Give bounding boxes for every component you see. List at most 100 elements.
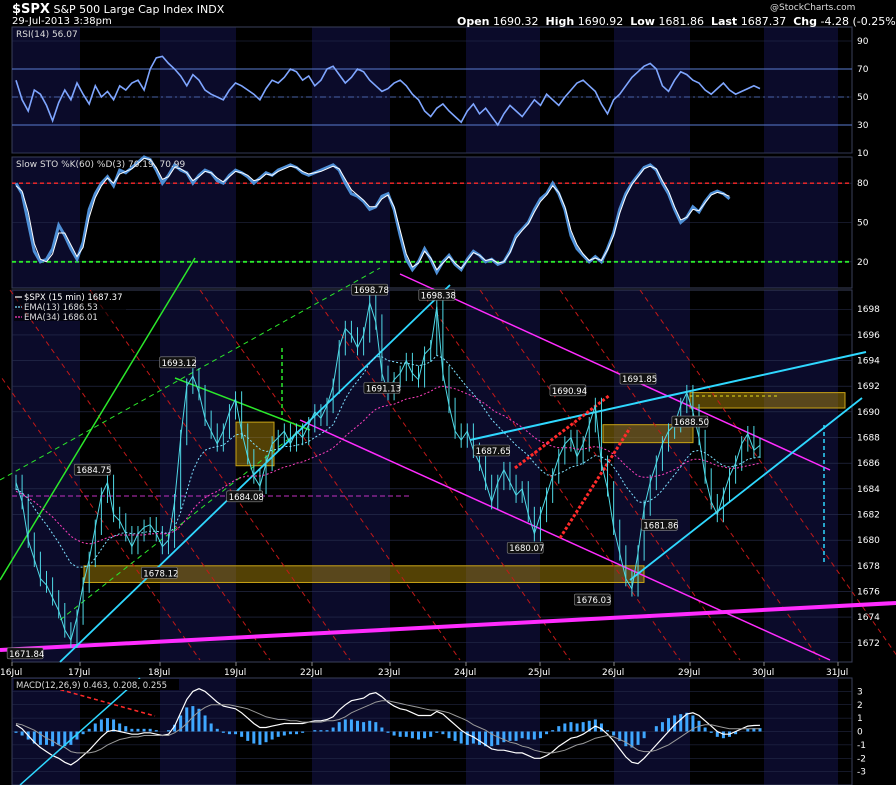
day-band (312, 27, 390, 153)
chart-datetime: 29-Jul-2013 3:38pm (12, 16, 112, 27)
price-annotation-box (6, 647, 44, 660)
day-band (764, 290, 838, 662)
low-value: 1681.86 (658, 15, 704, 28)
x-tick-label: 24Jul (454, 668, 476, 678)
price-annotation-box (473, 444, 510, 457)
cyan-steep-trendline (59, 284, 451, 663)
y-tick-label: 50 (857, 93, 869, 103)
y-tick-label: 1696 (857, 331, 880, 341)
price-annotation: 1680.07 (509, 544, 544, 554)
y-tick-label: 1688 (857, 434, 880, 444)
price-annotation: 1693.12 (162, 359, 197, 369)
macd-legend-bg (14, 679, 179, 690)
y-tick-label: 3 (857, 687, 863, 697)
price-annotation: 1698.78 (354, 286, 389, 296)
y-tick-label: 1680 (857, 536, 880, 546)
y-tick-label: 1684 (857, 485, 880, 495)
ema34-line (15, 385, 761, 545)
day-band (614, 27, 690, 153)
x-tick-label: 29Jul (678, 668, 700, 678)
price-annotation: 1690.94 (552, 387, 587, 397)
day-band (12, 27, 80, 153)
y-tick-label: -1 (857, 741, 866, 751)
y-tick-label: 30 (857, 121, 869, 131)
high-value: 1690.92 (577, 15, 624, 28)
sto-d-line (15, 157, 730, 271)
x-tick-label: 19Jul (224, 668, 246, 678)
chg-label: Chg (793, 15, 817, 28)
price-annotation: 1691.85 (622, 375, 657, 385)
day-band (312, 290, 390, 662)
magenta-lower-channel (299, 419, 831, 661)
x-tick-label: 26Jul (602, 668, 624, 678)
y-tick-label: 1692 (857, 382, 880, 392)
exchange: INDX (196, 3, 225, 16)
rsi-panel-bg (12, 27, 852, 153)
y-tick-label: 1690 (857, 408, 880, 418)
price-annotation: 1671.84 (9, 650, 44, 660)
y-tick-label: 1 (857, 714, 863, 724)
red-dashed-channel (309, 289, 571, 661)
price-legend-bg (14, 291, 126, 321)
x-tick-label: 23Jul (378, 668, 400, 678)
day-band (764, 27, 838, 153)
macd-cyan-trendline (19, 677, 141, 785)
day-band (466, 27, 540, 153)
price-annotation: 1688.50 (674, 418, 709, 428)
x-tick-label: 16Jul (0, 668, 22, 678)
price-annotation-box (418, 289, 456, 301)
support-zone (83, 565, 645, 583)
x-tick-label: 30Jul (752, 668, 774, 678)
price-annotation-box (573, 593, 611, 606)
y-tick-label: 20 (857, 258, 869, 268)
price-annotation-box (641, 518, 678, 531)
red-dashed-channel (89, 289, 351, 661)
price-legend-item: EMA(13) 1686.53 (24, 303, 98, 313)
price-annotation: 1676.03 (576, 596, 611, 606)
price-annotation-box (671, 415, 709, 428)
magenta-upper-channel (399, 273, 831, 471)
y-tick-label: 70 (857, 65, 869, 75)
price-annotation-box (351, 283, 389, 296)
y-tick-label: 1672 (857, 639, 880, 649)
open-label: Open (457, 15, 490, 28)
red-dashed-channel (199, 289, 461, 661)
red-dashed-channel (419, 289, 681, 661)
magenta-support-trendline (0, 601, 896, 652)
price-annotation: 1687.65 (476, 447, 511, 457)
high-label: High (545, 15, 575, 28)
green-descending-line (174, 377, 311, 431)
rsi-legend: RSI(14) 56.07 (16, 30, 78, 40)
sto-k-line (14, 155, 731, 276)
ohlc-readout: Open 1690.32 High 1690.92 Low 1681.86 La… (457, 15, 896, 28)
y-tick-label: 90 (857, 37, 869, 47)
symbol: $SPX (12, 2, 50, 17)
price-legend-item: $SPX (15 min) 1687.37 (24, 293, 123, 303)
rsi-line (15, 55, 761, 127)
y-tick-label: -2 (857, 754, 866, 764)
y-tick-label: -3 (857, 768, 866, 778)
price-annotation-box (363, 382, 401, 394)
chg-value: -4.28 (-0.25%) (820, 15, 896, 28)
red-dashed-channel (9, 289, 271, 661)
red-dashed-channel (479, 289, 741, 661)
cyan-upper-trendline (469, 351, 867, 441)
green-steep-trendline (0, 257, 196, 581)
x-tick-label: 25Jul (528, 668, 550, 678)
y-tick-label: 10 (857, 149, 869, 159)
price-annotation: 1691.13 (366, 384, 401, 394)
green-dashed-lower (59, 429, 301, 621)
y-tick-label: 1674 (857, 613, 880, 623)
price-annotation-box (506, 541, 544, 554)
macd-line (15, 688, 761, 766)
red-dashed-channel (639, 289, 896, 656)
day-band (12, 290, 80, 662)
y-tick-label: 1686 (857, 459, 880, 469)
green-dashed-trendline (0, 267, 381, 481)
y-tick-label: 1682 (857, 510, 880, 520)
price-annotation: 1681.86 (643, 521, 678, 531)
red-dashed-channel (0, 374, 201, 661)
price-annotation: 1684.08 (229, 493, 264, 503)
red-dashed-channel (559, 289, 821, 661)
open-value: 1690.32 (493, 15, 539, 28)
